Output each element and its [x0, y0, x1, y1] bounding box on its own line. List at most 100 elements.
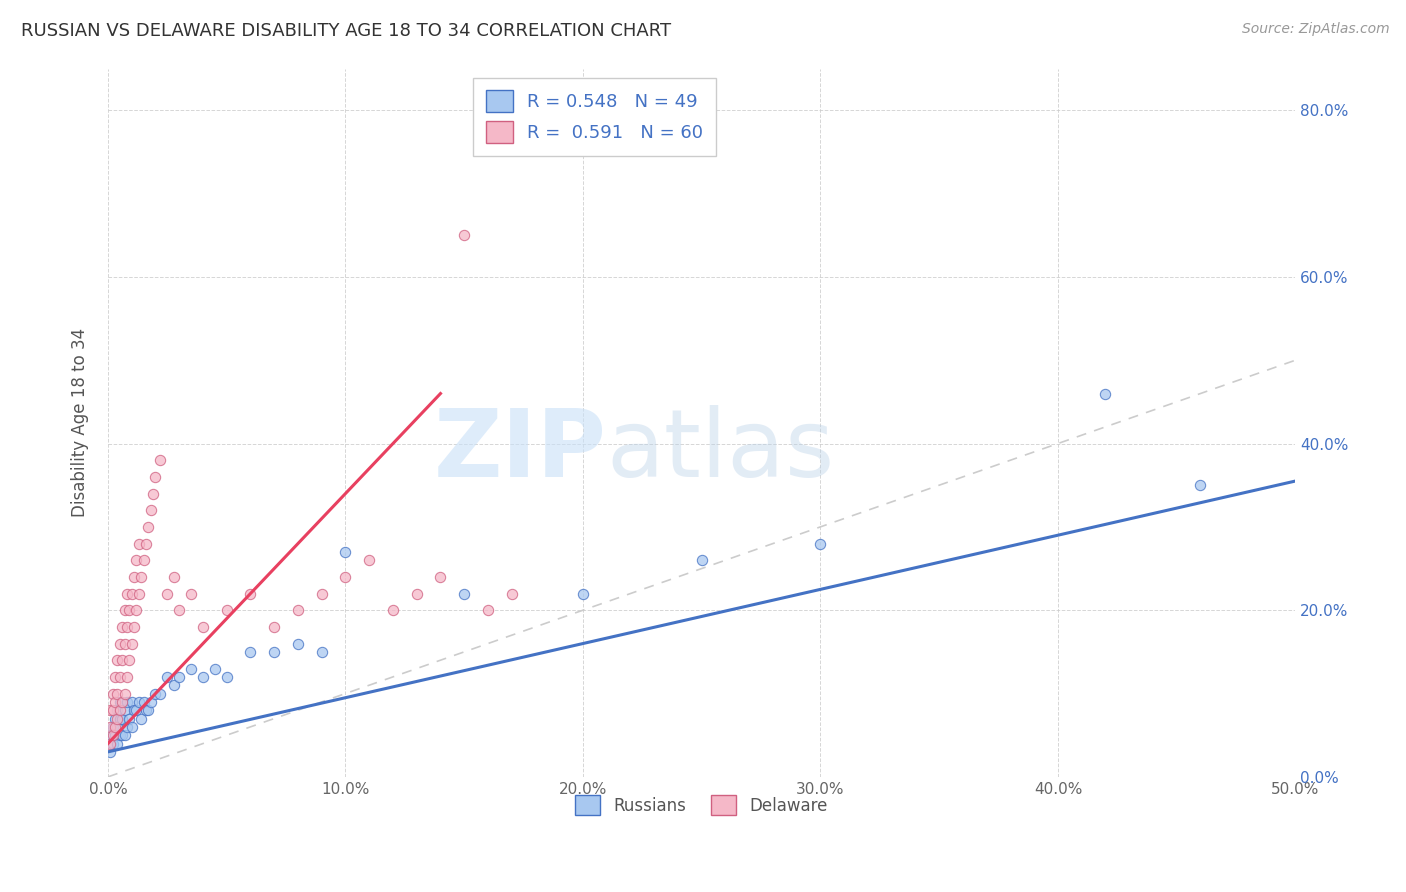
- Point: [204, 661, 226, 675]
- Point: [129, 570, 152, 584]
- Point: [118, 712, 141, 726]
- Point: [128, 536, 150, 550]
- Point: [125, 553, 148, 567]
- Point: [122, 703, 145, 717]
- Point: [132, 695, 155, 709]
- Point: [453, 228, 475, 243]
- Point: [115, 695, 138, 709]
- Point: [104, 670, 127, 684]
- Point: [125, 703, 148, 717]
- Point: [128, 695, 150, 709]
- Point: [129, 712, 152, 726]
- Point: [101, 720, 124, 734]
- Point: [139, 503, 162, 517]
- Point: [690, 553, 713, 567]
- Point: [115, 586, 138, 600]
- Point: [311, 645, 333, 659]
- Text: RUSSIAN VS DELAWARE DISABILITY AGE 18 TO 34 CORRELATION CHART: RUSSIAN VS DELAWARE DISABILITY AGE 18 TO…: [21, 22, 671, 40]
- Point: [107, 653, 129, 667]
- Point: [1189, 478, 1212, 492]
- Point: [215, 670, 238, 684]
- Point: [501, 586, 523, 600]
- Text: Source: ZipAtlas.com: Source: ZipAtlas.com: [1241, 22, 1389, 37]
- Point: [1094, 386, 1116, 401]
- Point: [287, 636, 309, 650]
- Point: [108, 728, 131, 742]
- Point: [101, 728, 124, 742]
- Point: [115, 670, 138, 684]
- Point: [98, 737, 121, 751]
- Point: [138, 520, 160, 534]
- Point: [108, 636, 131, 650]
- Point: [118, 653, 141, 667]
- Legend: Russians, Delaware: Russians, Delaware: [565, 785, 838, 825]
- Point: [104, 720, 127, 734]
- Point: [111, 620, 134, 634]
- Point: [101, 703, 124, 717]
- Point: [453, 586, 475, 600]
- Point: [108, 703, 131, 717]
- Point: [122, 570, 145, 584]
- Point: [180, 661, 202, 675]
- Point: [191, 670, 214, 684]
- Point: [111, 712, 134, 726]
- Point: [98, 720, 121, 734]
- Point: [142, 486, 165, 500]
- Point: [180, 586, 202, 600]
- Point: [107, 720, 129, 734]
- Point: [239, 586, 262, 600]
- Point: [108, 695, 131, 709]
- Text: atlas: atlas: [607, 405, 835, 497]
- Point: [107, 687, 129, 701]
- Point: [335, 570, 357, 584]
- Point: [145, 687, 167, 701]
- Point: [107, 737, 129, 751]
- Point: [191, 620, 214, 634]
- Point: [115, 720, 138, 734]
- Point: [405, 586, 427, 600]
- Point: [382, 603, 405, 617]
- Point: [167, 670, 190, 684]
- Point: [149, 453, 172, 467]
- Point: [572, 586, 595, 600]
- Point: [121, 636, 143, 650]
- Point: [121, 720, 143, 734]
- Point: [104, 712, 127, 726]
- Point: [118, 603, 141, 617]
- Point: [138, 703, 160, 717]
- Point: [167, 603, 190, 617]
- Point: [335, 545, 357, 559]
- Point: [287, 603, 309, 617]
- Point: [114, 636, 136, 650]
- Point: [104, 695, 127, 709]
- Point: [128, 586, 150, 600]
- Point: [98, 728, 121, 742]
- Point: [107, 712, 129, 726]
- Point: [114, 728, 136, 742]
- Point: [111, 695, 134, 709]
- Point: [156, 670, 179, 684]
- Point: [263, 645, 285, 659]
- Point: [477, 603, 499, 617]
- Point: [163, 678, 186, 692]
- Point: [163, 570, 186, 584]
- Point: [311, 586, 333, 600]
- Point: [145, 470, 167, 484]
- Point: [111, 653, 134, 667]
- Point: [108, 670, 131, 684]
- Point: [132, 553, 155, 567]
- Y-axis label: Disability Age 18 to 34: Disability Age 18 to 34: [72, 328, 89, 517]
- Point: [263, 620, 285, 634]
- Point: [215, 603, 238, 617]
- Point: [98, 703, 121, 717]
- Point: [114, 603, 136, 617]
- Point: [101, 687, 124, 701]
- Point: [359, 553, 381, 567]
- Point: [121, 695, 143, 709]
- Point: [115, 620, 138, 634]
- Point: [239, 645, 262, 659]
- Point: [122, 620, 145, 634]
- Point: [135, 536, 157, 550]
- Point: [121, 586, 143, 600]
- Point: [111, 728, 134, 742]
